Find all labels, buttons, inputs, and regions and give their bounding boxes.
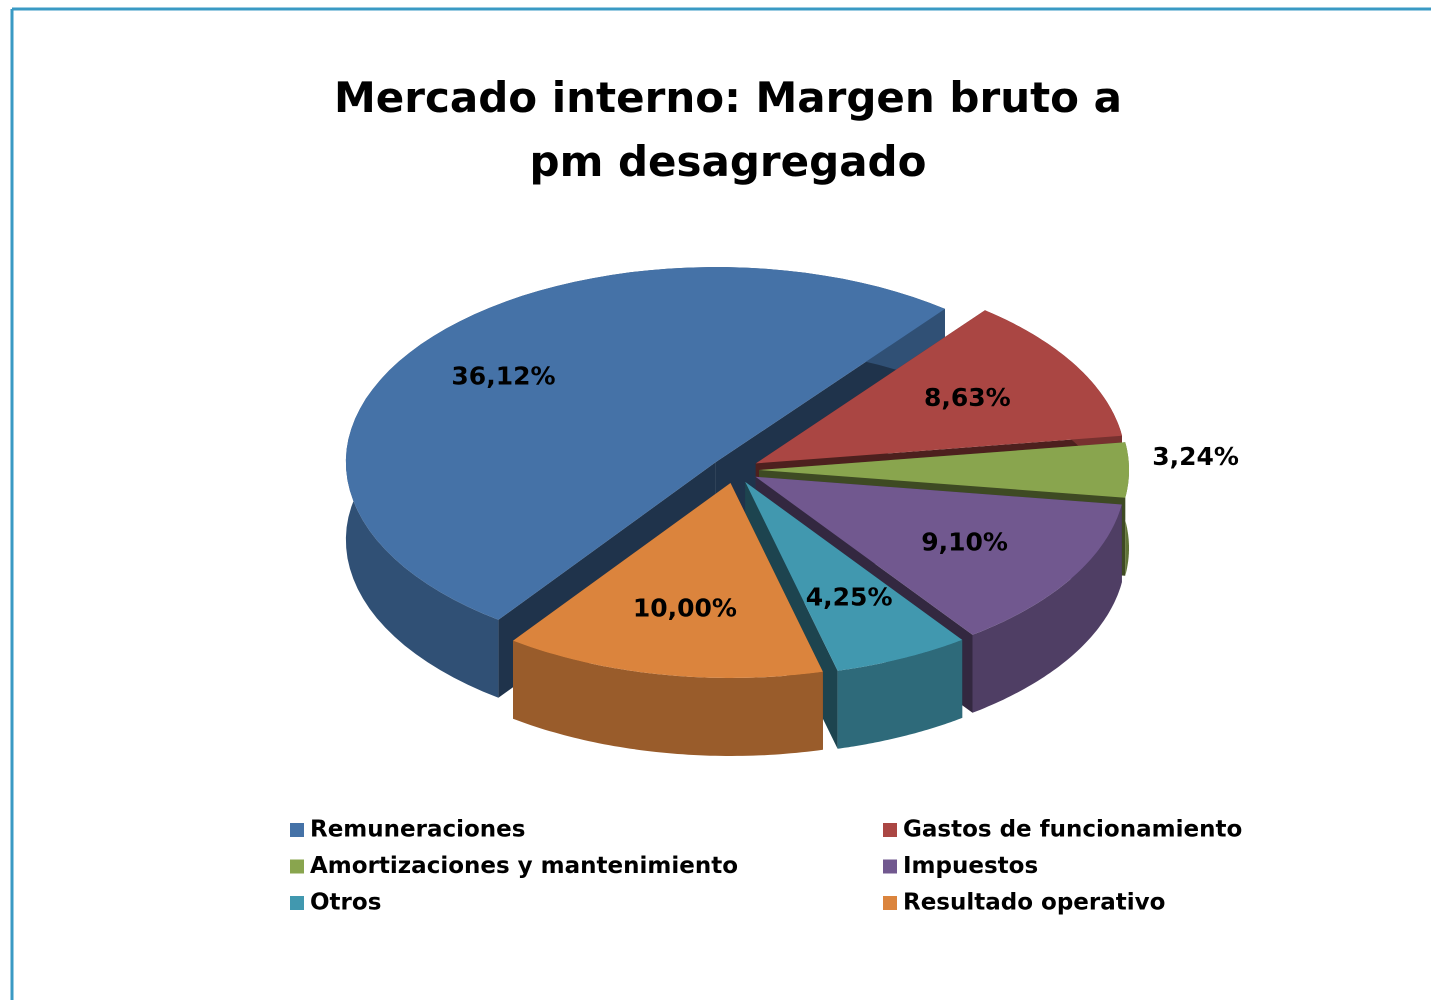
slice-top <box>755 476 1122 635</box>
data-label: 8,63% <box>924 383 1011 412</box>
slice-wall <box>513 640 823 756</box>
legend-swatch <box>883 823 897 837</box>
slice-top <box>745 481 963 671</box>
chart-title: Mercado interno: Margen bruto a pm desag… <box>333 73 1122 186</box>
data-label: 9,10% <box>921 527 1008 556</box>
legend-swatch <box>290 896 304 910</box>
data-label: 36,12% <box>451 361 555 390</box>
slice-wall <box>972 504 1122 713</box>
legend-label: Gastos de funcionamiento <box>903 817 1242 843</box>
legend-label: Amortizaciones y mantenimiento <box>310 853 738 879</box>
slice-top <box>513 483 823 678</box>
data-label: 10,00% <box>633 593 737 622</box>
slice-top <box>345 267 945 620</box>
slice-top <box>759 442 1129 498</box>
slice-wall <box>837 639 963 749</box>
legend-label: Remuneraciones <box>310 817 525 843</box>
legend-swatch <box>883 859 897 874</box>
data-label: 3,24% <box>1152 442 1239 471</box>
slice-top <box>755 310 1122 464</box>
legend-swatch <box>290 859 304 874</box>
legend-label: Impuestos <box>903 853 1038 879</box>
data-label: 4,25% <box>806 582 893 611</box>
slice <box>513 483 823 756</box>
legend-label: Resultado operativo <box>903 890 1165 916</box>
legend-swatch <box>883 896 897 910</box>
legend-swatch <box>290 823 304 837</box>
legend-label: Otros <box>310 890 381 916</box>
